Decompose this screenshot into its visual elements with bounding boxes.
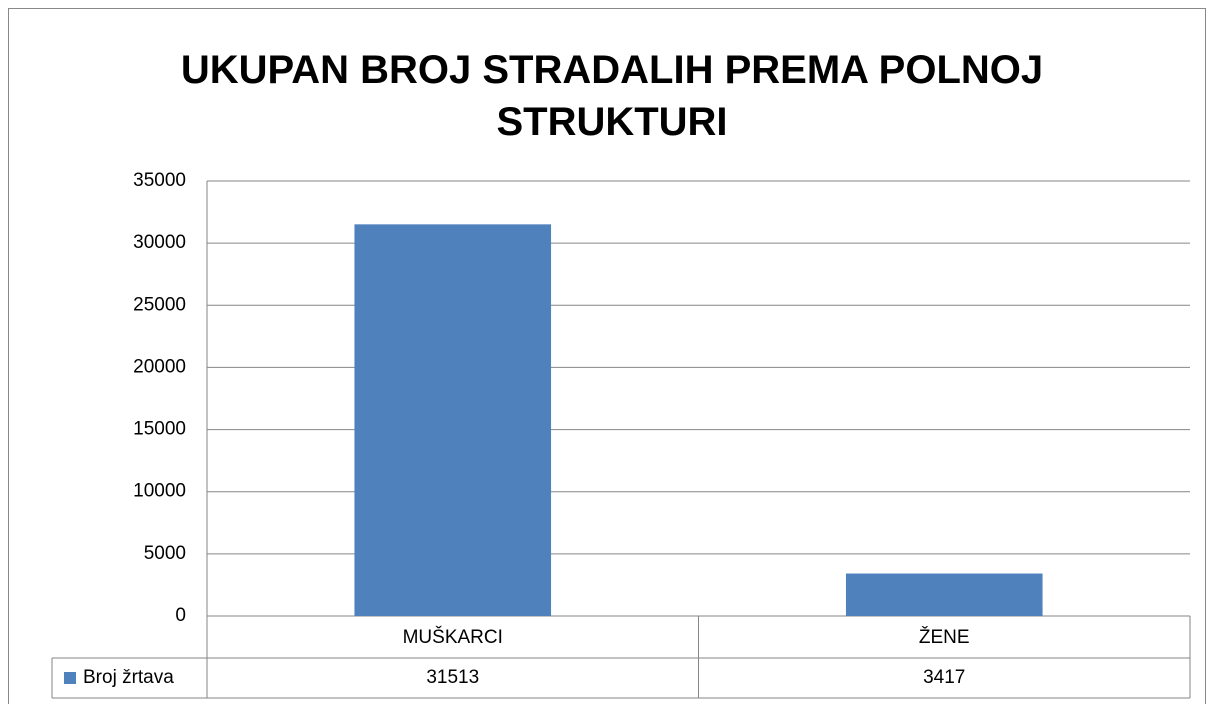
y-tick-label: 5000 <box>144 543 186 564</box>
y-tick-label: 10000 <box>133 481 186 502</box>
y-tick-label: 20000 <box>133 356 186 377</box>
bar <box>845 573 1043 616</box>
y-tick-label: 15000 <box>133 419 186 440</box>
table-value: 3417 <box>923 667 965 688</box>
y-tick-label: 30000 <box>133 232 186 253</box>
y-tick-label: 35000 <box>133 170 186 191</box>
x-tick-label: MUŠKARCI <box>403 626 503 648</box>
chart-border <box>8 8 1206 704</box>
chart-title: UKUPAN BROJ STRADALIH PREMA POLNOJ STRUK… <box>180 48 1044 144</box>
bar <box>354 224 552 616</box>
y-tick-label: 25000 <box>133 294 186 315</box>
legend-key <box>64 672 76 684</box>
y-tick-label: 0 <box>175 605 186 626</box>
legend-label: Broj žrtava <box>83 667 174 688</box>
table-value: 31513 <box>426 667 479 688</box>
x-tick-label: ŽENE <box>919 626 970 648</box>
